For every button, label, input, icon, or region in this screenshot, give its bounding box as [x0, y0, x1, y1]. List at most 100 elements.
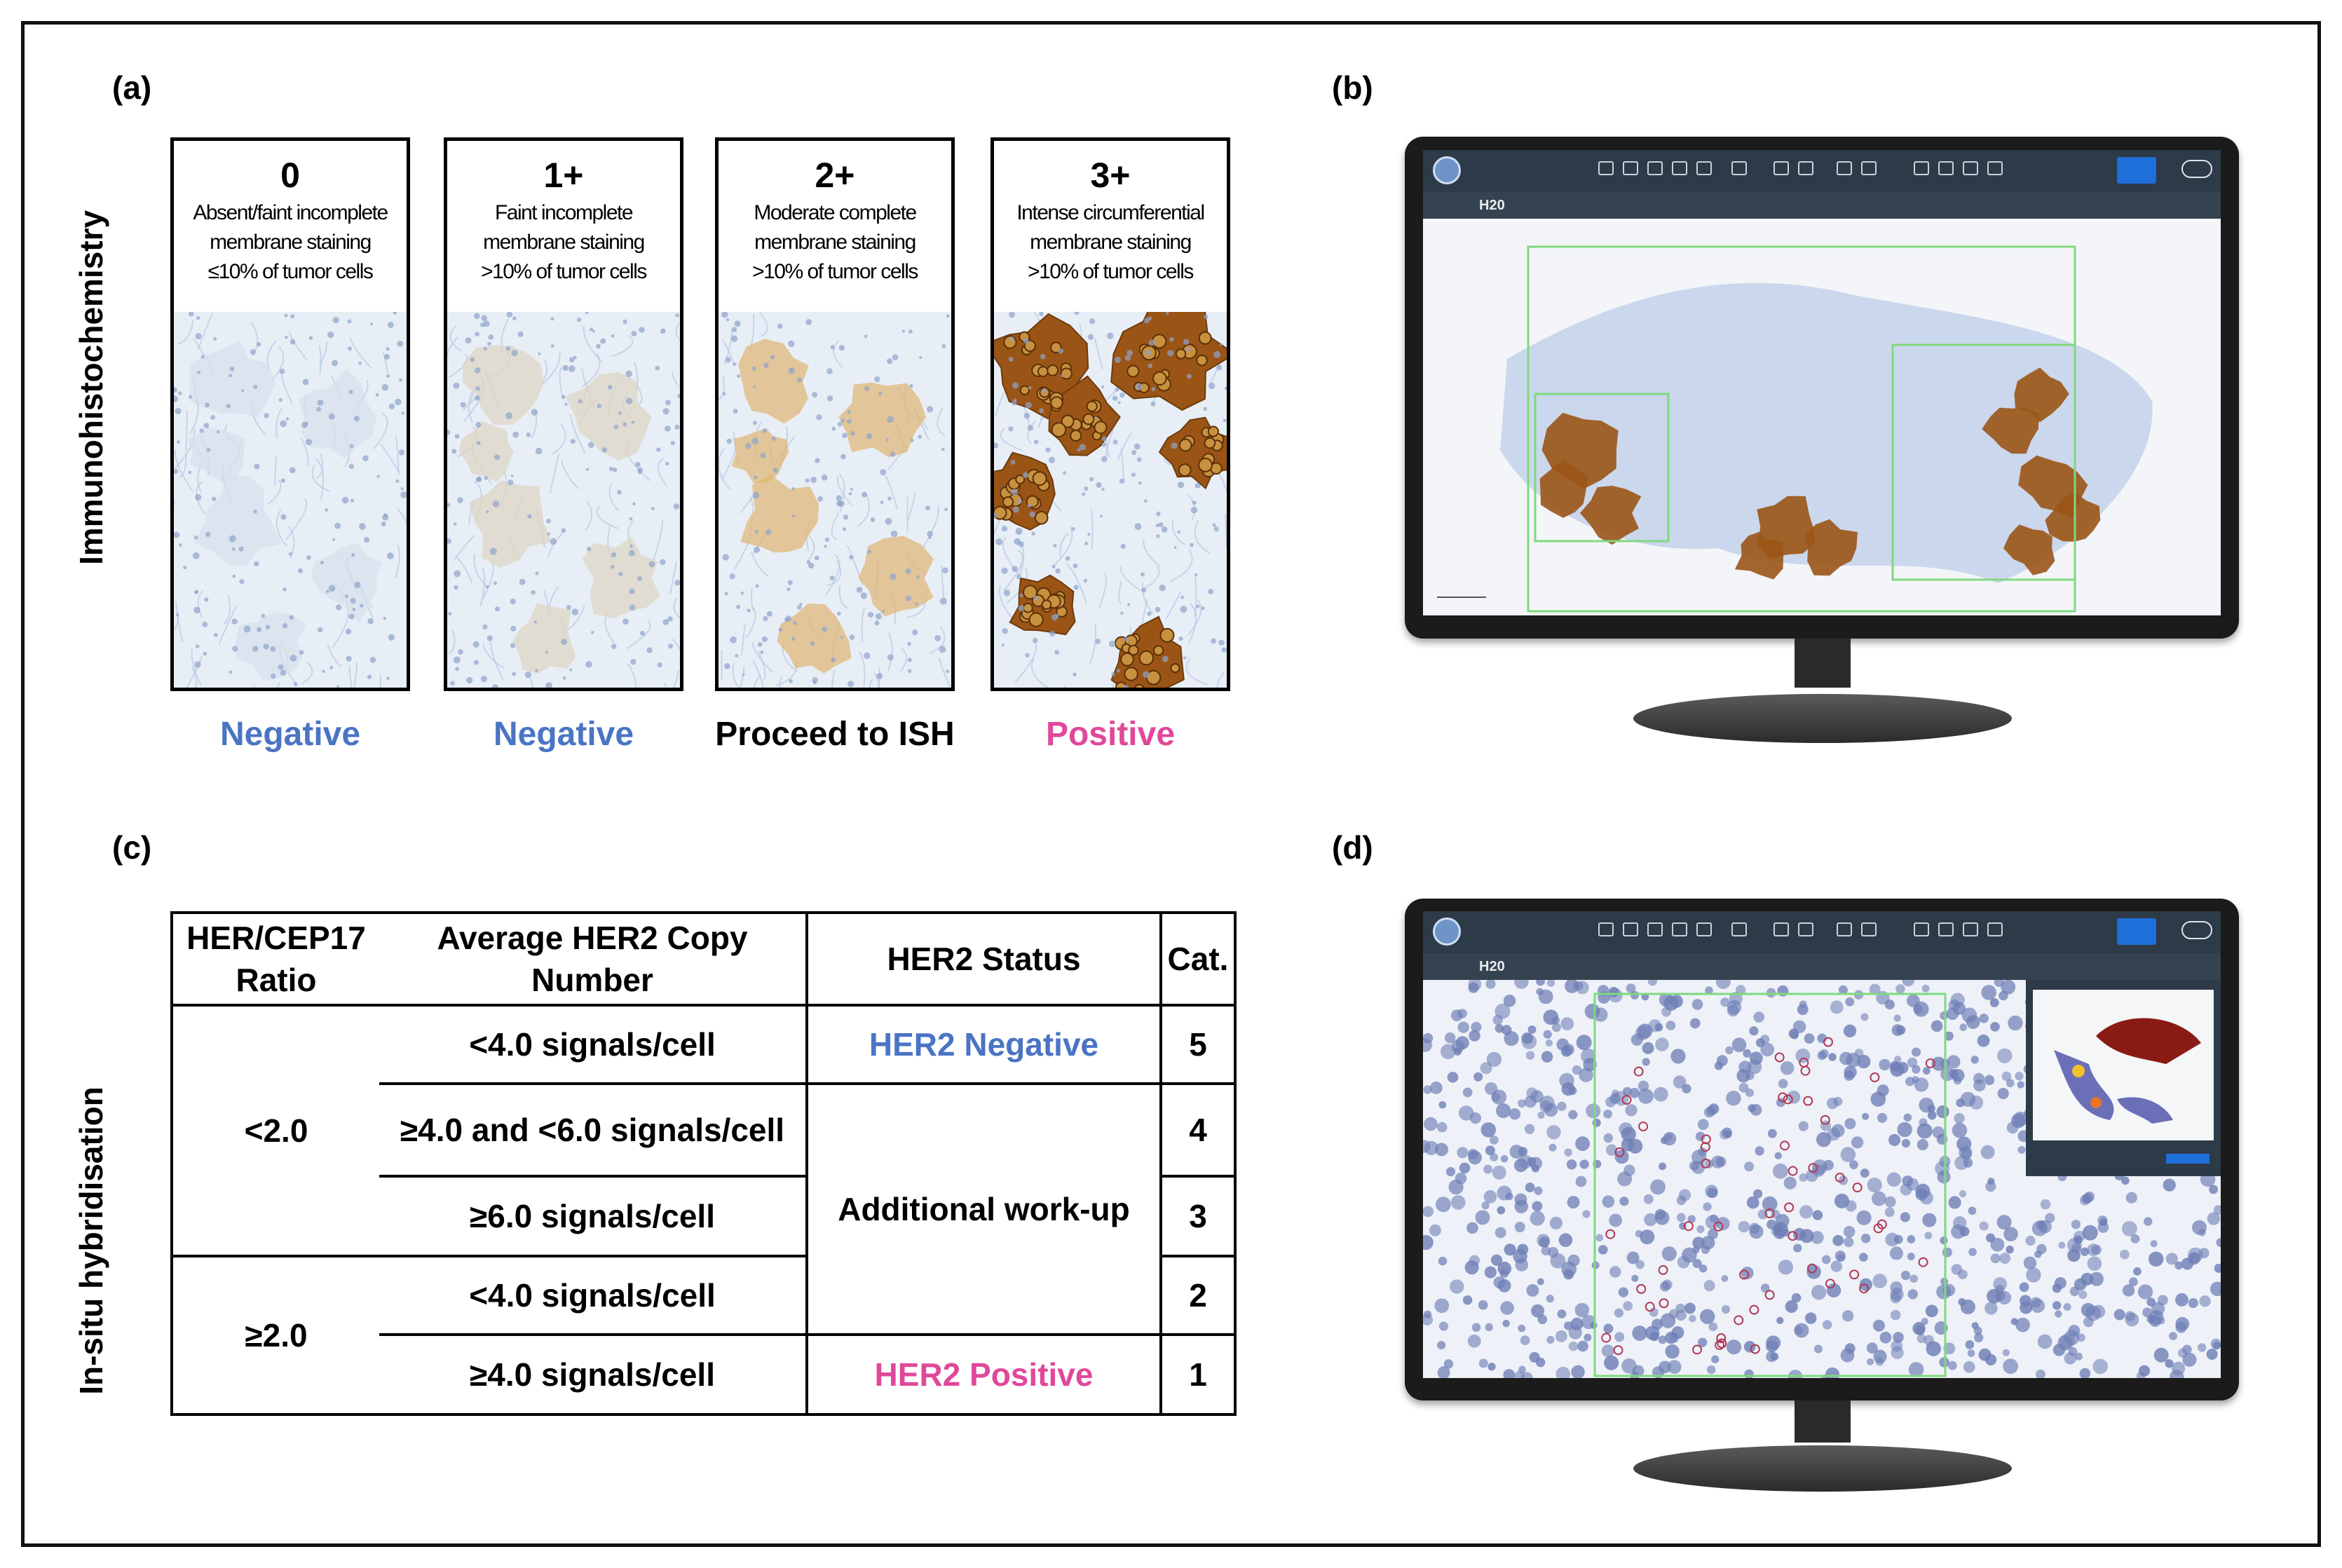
nucleus	[1903, 1113, 1912, 1122]
tumor-nest	[565, 371, 652, 461]
nucleus	[1073, 672, 1077, 677]
brush-icon[interactable]	[1773, 922, 1789, 936]
nucleus	[1907, 1289, 1918, 1300]
nucleus	[1033, 637, 1038, 643]
tag-icon[interactable]	[1963, 161, 1978, 175]
nucleus	[1804, 1312, 1817, 1324]
ihc-desc-line: membrane staining	[754, 231, 916, 254]
grid-icon[interactable]	[1731, 161, 1747, 175]
stroma-fiber	[669, 561, 678, 595]
select-icon[interactable]	[1647, 922, 1663, 936]
nucleus	[1845, 997, 1855, 1007]
nucleus	[1469, 1255, 1480, 1266]
measure-icon[interactable]	[1861, 922, 1877, 936]
annotate-icon[interactable]	[1696, 161, 1712, 175]
nucleus	[1653, 1086, 1668, 1102]
marker-icon[interactable]	[1837, 922, 1852, 936]
nucleus	[1979, 1221, 1989, 1231]
contrast-icon[interactable]	[1798, 161, 1813, 175]
nucleus	[229, 670, 233, 674]
pan-icon[interactable]	[1598, 922, 1614, 936]
nucleus	[2052, 1301, 2062, 1310]
nucleus	[285, 417, 290, 421]
nucleus	[1785, 1300, 1798, 1314]
export-icon[interactable]	[1987, 161, 2003, 175]
nucleus	[229, 374, 232, 378]
nucleus	[1117, 401, 1121, 404]
nucleus	[386, 374, 390, 379]
nucleus	[796, 604, 802, 610]
stroma-fiber	[174, 428, 196, 469]
nucleus	[607, 385, 613, 390]
select-icon[interactable]	[1647, 161, 1663, 175]
undo-icon[interactable]	[1623, 922, 1638, 936]
ish-signal	[1715, 1339, 1725, 1350]
nucleus	[792, 514, 796, 518]
nucleus	[1995, 1290, 2006, 1302]
nucleus	[290, 339, 296, 345]
contrast-icon[interactable]	[1798, 922, 1813, 936]
nucleus	[1502, 1319, 1510, 1328]
brush-icon[interactable]	[1773, 161, 1789, 175]
stroma-fiber	[380, 443, 400, 473]
nucleus	[1480, 1062, 1492, 1075]
layout-icon[interactable]	[1914, 922, 1929, 936]
nucleus	[363, 537, 370, 543]
nucleus	[397, 340, 404, 347]
stroma-fiber	[396, 508, 407, 525]
stroma-fiber	[373, 412, 388, 449]
nucleus	[2025, 1235, 2036, 1246]
undo-icon[interactable]	[1623, 161, 1638, 175]
ihc-score: 2+	[815, 156, 855, 195]
nucleus	[470, 357, 475, 362]
grid-icon[interactable]	[1731, 922, 1747, 936]
layout-icon[interactable]	[1914, 161, 1929, 175]
annotate-icon[interactable]	[1696, 922, 1712, 936]
nucleus	[348, 463, 354, 470]
active-mode-button[interactable]	[2117, 157, 2156, 184]
nucleus	[831, 426, 836, 431]
nucleus	[1462, 1087, 1473, 1098]
region-icon[interactable]	[1672, 161, 1687, 175]
stroma-fiber	[489, 639, 504, 681]
nucleus	[1963, 1361, 1975, 1373]
tile-icon[interactable]	[1938, 922, 1954, 936]
stroma-fiber	[1187, 603, 1197, 645]
nucleus	[2153, 1347, 2169, 1363]
measure-icon[interactable]	[1861, 161, 1877, 175]
ish-status-workup: Additional work-up	[805, 1082, 1162, 1335]
nucleus	[1743, 1049, 1752, 1058]
nucleus	[1671, 1326, 1684, 1339]
pan-icon[interactable]	[1598, 161, 1614, 175]
marker-icon[interactable]	[1837, 161, 1852, 175]
region-icon[interactable]	[1672, 922, 1687, 936]
stained-cell	[1178, 438, 1192, 452]
her2-positive-region	[1805, 519, 1858, 576]
nucleus	[2082, 1193, 2092, 1204]
nucleus	[1626, 1251, 1640, 1264]
nucleus	[466, 676, 473, 684]
nucleus	[1622, 1086, 1632, 1096]
nucleus	[527, 514, 532, 519]
nucleus	[1073, 585, 1079, 590]
export-icon[interactable]	[1987, 922, 2003, 936]
heatmap-dot	[2090, 1097, 2102, 1108]
nucleus	[526, 432, 531, 437]
nucleus	[1462, 1295, 1473, 1305]
nucleus	[939, 646, 946, 653]
nucleus	[836, 495, 843, 501]
stroma-fiber	[353, 662, 358, 688]
tile-icon[interactable]	[1938, 161, 1954, 175]
nucleus	[454, 585, 458, 590]
tag-icon[interactable]	[1963, 922, 1978, 936]
nucleus	[1721, 1274, 1729, 1283]
panel-d-label: (d)	[1332, 829, 1373, 866]
active-mode-button[interactable]	[2117, 918, 2156, 945]
nucleus	[1642, 1058, 1650, 1066]
nucleus	[2013, 1111, 2028, 1126]
nucleus	[1185, 347, 1191, 352]
nucleus	[352, 608, 356, 611]
stroma-fiber	[560, 460, 580, 490]
nucleus	[387, 321, 394, 328]
nucleus	[1513, 1158, 1528, 1173]
